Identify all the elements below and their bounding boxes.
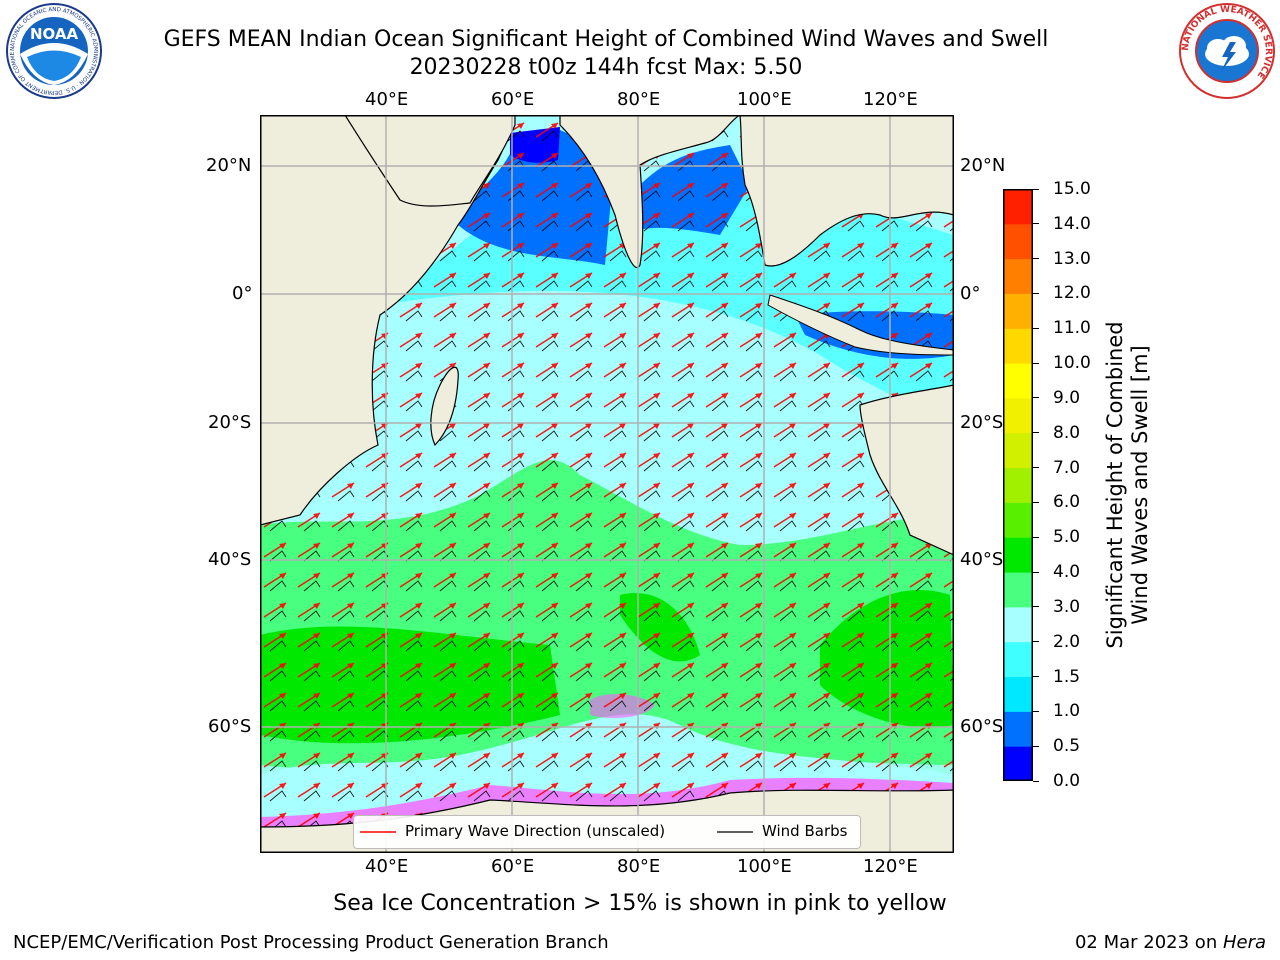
colorbar-tick-mark (1033, 397, 1039, 399)
colorbar-tick-label: 12.0 (1053, 283, 1091, 304)
lat-tick-right: 20°N (960, 155, 1006, 176)
colorbar-tick-label: 8.0 (1053, 422, 1081, 443)
lon-tick-bottom: 100°E (737, 856, 792, 877)
colorbar-tick-label: 6.0 (1053, 492, 1081, 513)
colorbar-tick-mark (1033, 780, 1039, 782)
colorbar-frame (1003, 189, 1033, 781)
colorbar-tick-label: 4.0 (1053, 562, 1081, 583)
colorbar-tick-mark (1033, 467, 1039, 469)
footer-branch: NCEP/EMC/Verification Post Processing Pr… (13, 932, 609, 953)
lon-tick-bottom: 60°E (491, 856, 535, 877)
sea-ice-note: Sea Ice Concentration > 15% is shown in … (333, 891, 947, 916)
lon-tick-top: 100°E (737, 89, 792, 110)
wind-barbs-legend-label: Wind Barbs (762, 822, 848, 840)
lat-tick-right: 20°S (960, 412, 1004, 433)
colorbar-tick-mark (1033, 432, 1039, 434)
colorbar-tick-mark (1033, 258, 1039, 260)
colorbar-tick-label: 1.0 (1053, 701, 1081, 722)
colorbar-tick-mark (1033, 292, 1039, 294)
map-canvas (259, 114, 955, 854)
colorbar-tick-mark (1033, 327, 1039, 329)
colorbar-tick-mark (1033, 606, 1039, 608)
lat-tick-left: 60°S (208, 716, 252, 737)
lat-tick-right: 0° (960, 283, 981, 304)
colorbar-tick-mark (1033, 710, 1039, 712)
colorbar-segment (1003, 641, 1033, 678)
se-asia-landmass (739, 114, 955, 267)
lon-tick-top: 60°E (491, 89, 535, 110)
lon-tick-top: 80°E (617, 89, 661, 110)
colorbar-segment (1003, 189, 1033, 225)
lat-tick-left: 20°N (206, 155, 252, 176)
lon-tick-bottom: 120°E (863, 856, 918, 877)
lon-tick-bottom: 80°E (617, 856, 661, 877)
colorbar-tick-label: 3.0 (1053, 596, 1081, 617)
india-landmass (559, 114, 741, 268)
map-legend: Primary Wave Direction (unscaled) Wind B… (353, 815, 861, 849)
colorbar-tick-label: 0.5 (1053, 736, 1081, 757)
colorbar-tick-mark (1033, 188, 1039, 190)
colorbar-tick-mark (1033, 362, 1039, 364)
colorbar-segment (1003, 502, 1033, 538)
wind-barbs-legend-line (717, 831, 753, 833)
colorbar-segment (1003, 606, 1033, 643)
colorbar-tick-mark (1033, 223, 1039, 225)
noaa-logo-text: NOAA (30, 25, 79, 43)
colorbar-tick-label: 1.5 (1053, 666, 1081, 687)
colorbar-tick-label: 10.0 (1053, 353, 1091, 374)
colorbar-segment (1003, 537, 1033, 573)
colorbar-segment (1003, 293, 1033, 329)
lat-tick-left: 20°S (208, 412, 252, 433)
colorbar-tick-label: 2.0 (1053, 631, 1081, 652)
colorbar-tick-label: 5.0 (1053, 527, 1081, 548)
australia-landmass (859, 384, 955, 556)
colorbar-segment (1003, 223, 1033, 260)
colorbar-tick-label: 0.0 (1053, 771, 1081, 791)
footer-host: Hera (1222, 932, 1266, 953)
colorbar-tick-label: 14.0 (1053, 213, 1091, 234)
colorbar-segment (1003, 432, 1033, 469)
map-panel (259, 114, 955, 854)
colorbar-segment (1003, 397, 1033, 434)
colorbar-tick-mark (1033, 745, 1039, 747)
colorbar-tick-label: 9.0 (1053, 387, 1081, 408)
colorbar-segment (1003, 258, 1033, 294)
colorbar-tick-mark (1033, 536, 1039, 538)
colorbar-segment (1003, 363, 1033, 399)
colorbar-label: Significant Height of Combined Wind Wave… (1103, 321, 1152, 649)
colorbar-tick-mark (1033, 501, 1039, 503)
map-frame (260, 115, 954, 853)
lat-tick-right: 60°S (960, 716, 1004, 737)
lat-tick-left: 0° (232, 283, 253, 304)
colorbar-segment (1003, 746, 1033, 782)
colorbar-tick-label: 15.0 (1053, 179, 1091, 199)
colorbar-segment (1003, 572, 1033, 608)
colorbar-segment (1003, 467, 1033, 503)
lat-tick-right: 40°S (960, 549, 1004, 570)
chart-title: GEFS MEAN Indian Ocean Significant Heigh… (163, 27, 1049, 52)
wave-direction-legend-line (360, 831, 396, 833)
colorbar-tick-label: 7.0 (1053, 457, 1081, 478)
colorbar-segment (1003, 711, 1033, 747)
map-gridlines (260, 115, 954, 853)
colorbar-segment (1003, 676, 1033, 712)
wave-direction-legend-label: Primary Wave Direction (unscaled) (405, 822, 666, 840)
colorbar-svg (1003, 189, 1033, 782)
colorbar-tick-label: 13.0 (1053, 248, 1091, 269)
colorbar-tick-mark (1033, 676, 1039, 678)
lat-tick-left: 40°S (208, 549, 252, 570)
colorbar-tick-mark (1033, 641, 1039, 643)
nws-logo: NATIONAL WEATHER SERVICE (1178, 2, 1276, 100)
lon-tick-top: 120°E (863, 89, 918, 110)
lon-tick-top: 40°E (365, 89, 409, 110)
colorbar-segment (1003, 328, 1033, 364)
madagascar-landmass (430, 366, 459, 447)
colorbar (1003, 189, 1033, 782)
noaa-logo: NOAA NATIONAL OCEANIC AND ATMOSPHERIC AD… (3, 0, 103, 100)
footer-date: 02 Mar 2023 on Hera (1074, 932, 1266, 953)
lon-tick-bottom: 40°E (365, 856, 409, 877)
colorbar-tick-mark (1033, 571, 1039, 573)
colorbar-tick-label: 11.0 (1053, 318, 1091, 339)
chart-subtitle: 20230228 t00z 144h fcst Max: 5.50 (409, 55, 803, 80)
